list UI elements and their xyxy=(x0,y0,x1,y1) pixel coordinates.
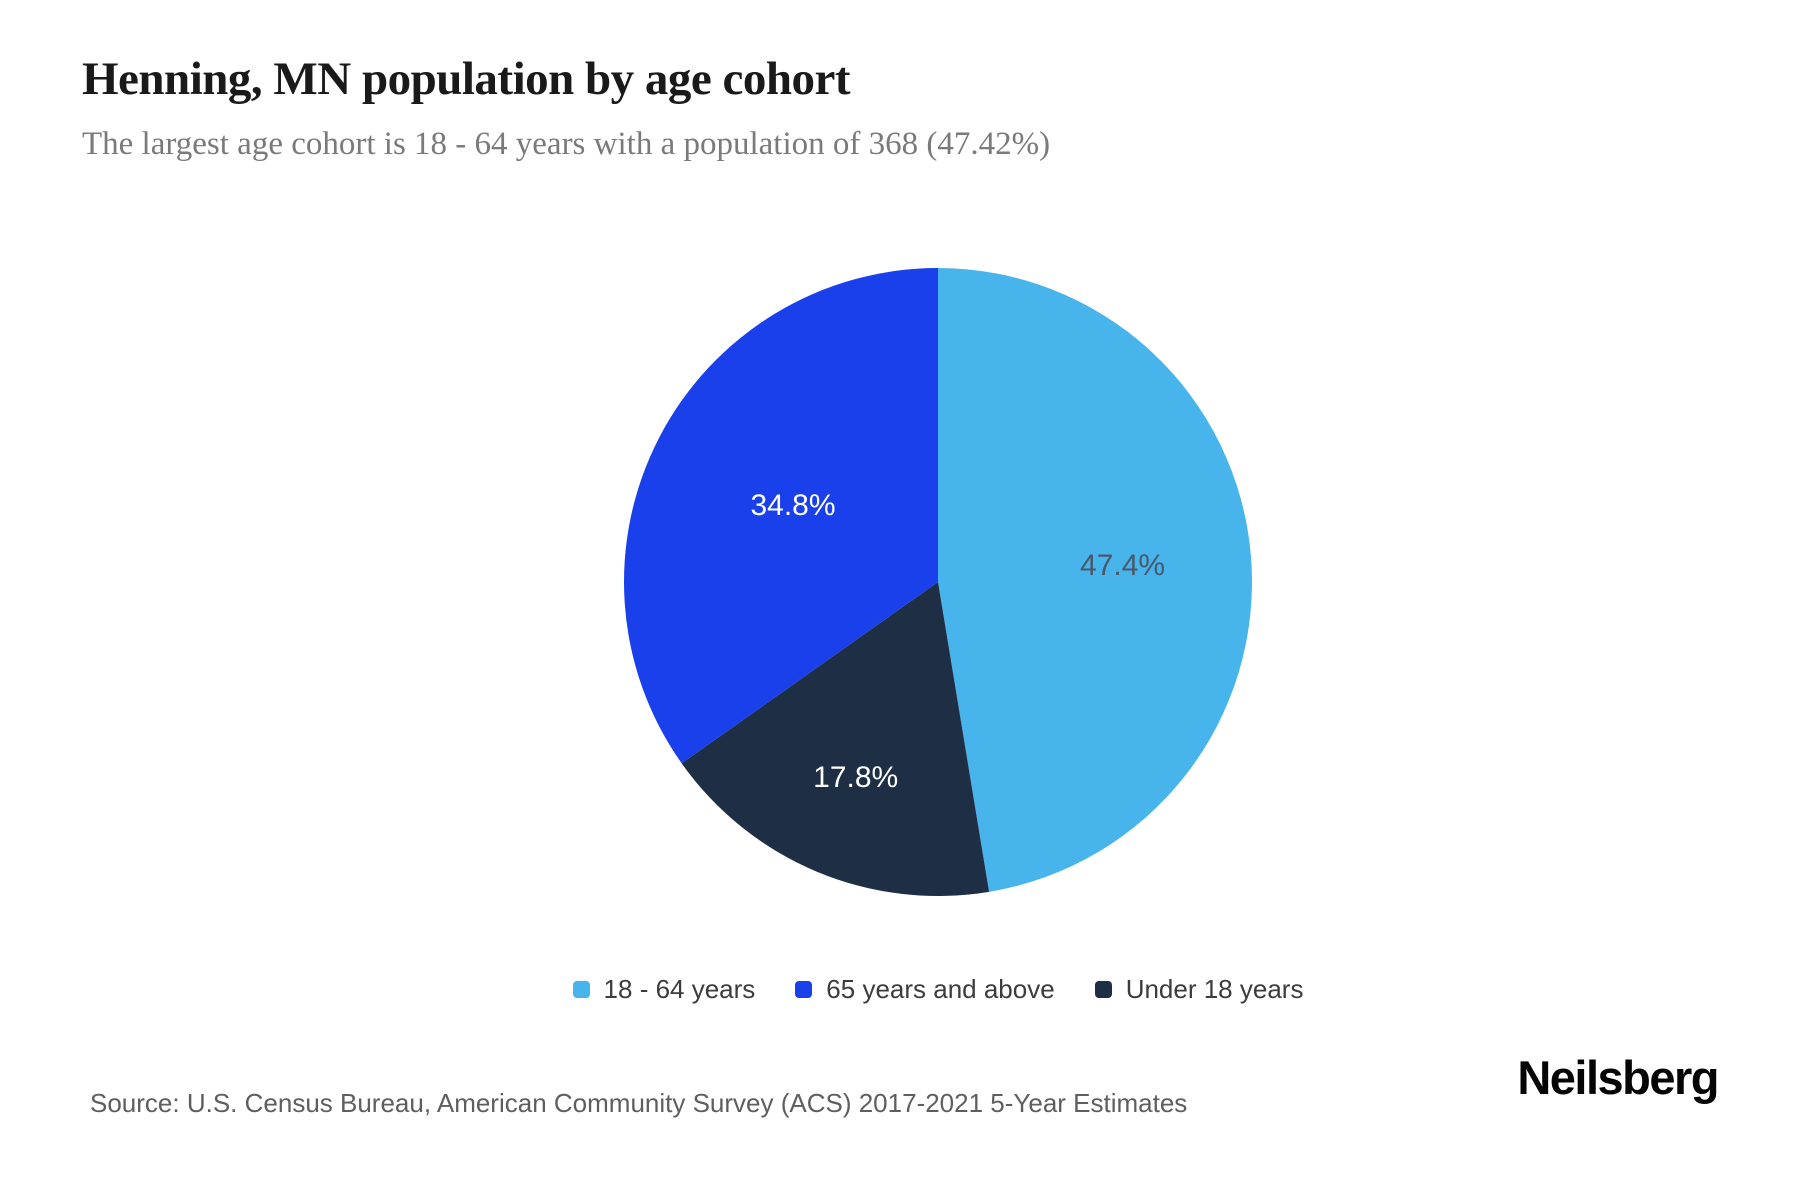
chart-legend: 18 - 64 years 65 years and above Under 18 … xyxy=(76,974,1800,1005)
source-note: Source: U.S. Census Bureau, American Com… xyxy=(90,1088,1188,1118)
legend-item-label: Under 18 years xyxy=(1125,974,1304,1004)
brand-logo: Neilsberg xyxy=(1517,1051,1719,1104)
chart-title: Henning, MN population by age cohort xyxy=(82,53,851,105)
legend-marker-icon xyxy=(795,981,813,998)
pie-slice-under-18-years[interactable] xyxy=(681,582,990,897)
pie-chart: 47.4% 17.8% 34.8% xyxy=(588,232,1288,932)
legend-marker-icon xyxy=(1094,981,1112,998)
legend-item-under-18-years[interactable]: Under 18 years xyxy=(1094,974,1304,1005)
legend-item-label: 18 - 64 years xyxy=(603,974,756,1004)
pie-slice-percentage-label: 17.8% xyxy=(813,761,898,794)
pie-slice-18-64-years[interactable] xyxy=(938,268,1253,892)
legend-item-18-64-years[interactable]: 18 - 64 years xyxy=(572,974,756,1005)
pie-slice-percentage-label: 47.4% xyxy=(1080,549,1165,582)
legend-item-label: 65 years and above xyxy=(826,974,1055,1004)
pie-slice-percentage-label: 34.8% xyxy=(750,489,835,522)
chart-subtitle: The largest age cohort is 18 - 64 years … xyxy=(82,126,1051,162)
pie-chart-svg: 47.4% 17.8% 34.8% xyxy=(623,268,1253,897)
legend-marker-icon xyxy=(572,981,590,998)
pie-slice-65-years-and-above[interactable] xyxy=(623,268,938,764)
legend-item-65-years-and-above[interactable]: 65 years and above xyxy=(795,974,1055,1005)
